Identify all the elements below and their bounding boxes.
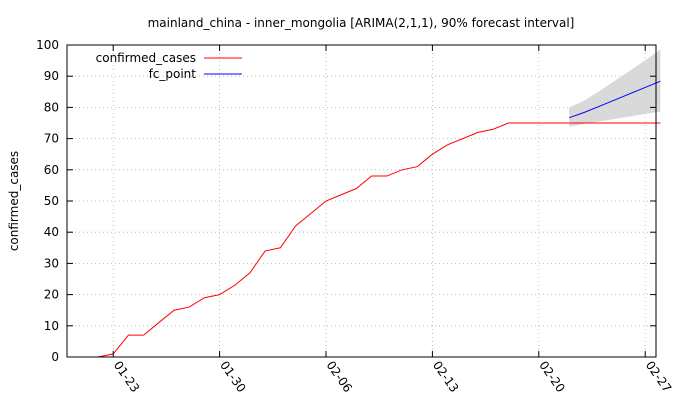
y-tick-label: 90 [44,69,59,83]
legend-label-confirmed-cases: confirmed_cases [96,51,196,65]
chart-title: mainland_china - inner_mongolia [ARIMA(2… [148,16,575,30]
y-tick-label: 50 [44,194,59,208]
y-tick-label: 0 [51,350,59,364]
legend: confirmed_cases fc_point [96,51,242,81]
grid [67,45,656,357]
x-tick-label: 02-06 [324,358,355,395]
y-tick-label: 80 [44,100,59,114]
y-tick-label: 40 [44,225,59,239]
y-tick-label: 10 [44,319,59,333]
x-tick-label: 02-13 [430,358,461,395]
y-tick-label: 70 [44,132,59,146]
y-axis-label: confirmed_cases [7,151,21,251]
series-line-fc-point [569,80,661,119]
y-tick-label: 30 [44,256,59,270]
y-tick-label: 100 [36,38,59,52]
x-tick-label: 01-30 [217,358,248,395]
series-line-confirmed-cases [97,122,661,358]
x-tick-label: 02-20 [536,358,567,395]
series-layer [97,80,661,358]
y-axis: 0 10 20 30 40 50 60 70 80 90 100 [36,38,656,364]
forecast-interval-layer [569,49,661,127]
y-tick-label: 20 [44,288,59,302]
x-tick-label: 02-27 [643,358,674,395]
y-tick-label: 60 [44,163,59,177]
x-tick-label: 01-23 [111,358,142,395]
forecast-interval-band [569,49,661,127]
legend-label-fc-point: fc_point [149,67,197,81]
